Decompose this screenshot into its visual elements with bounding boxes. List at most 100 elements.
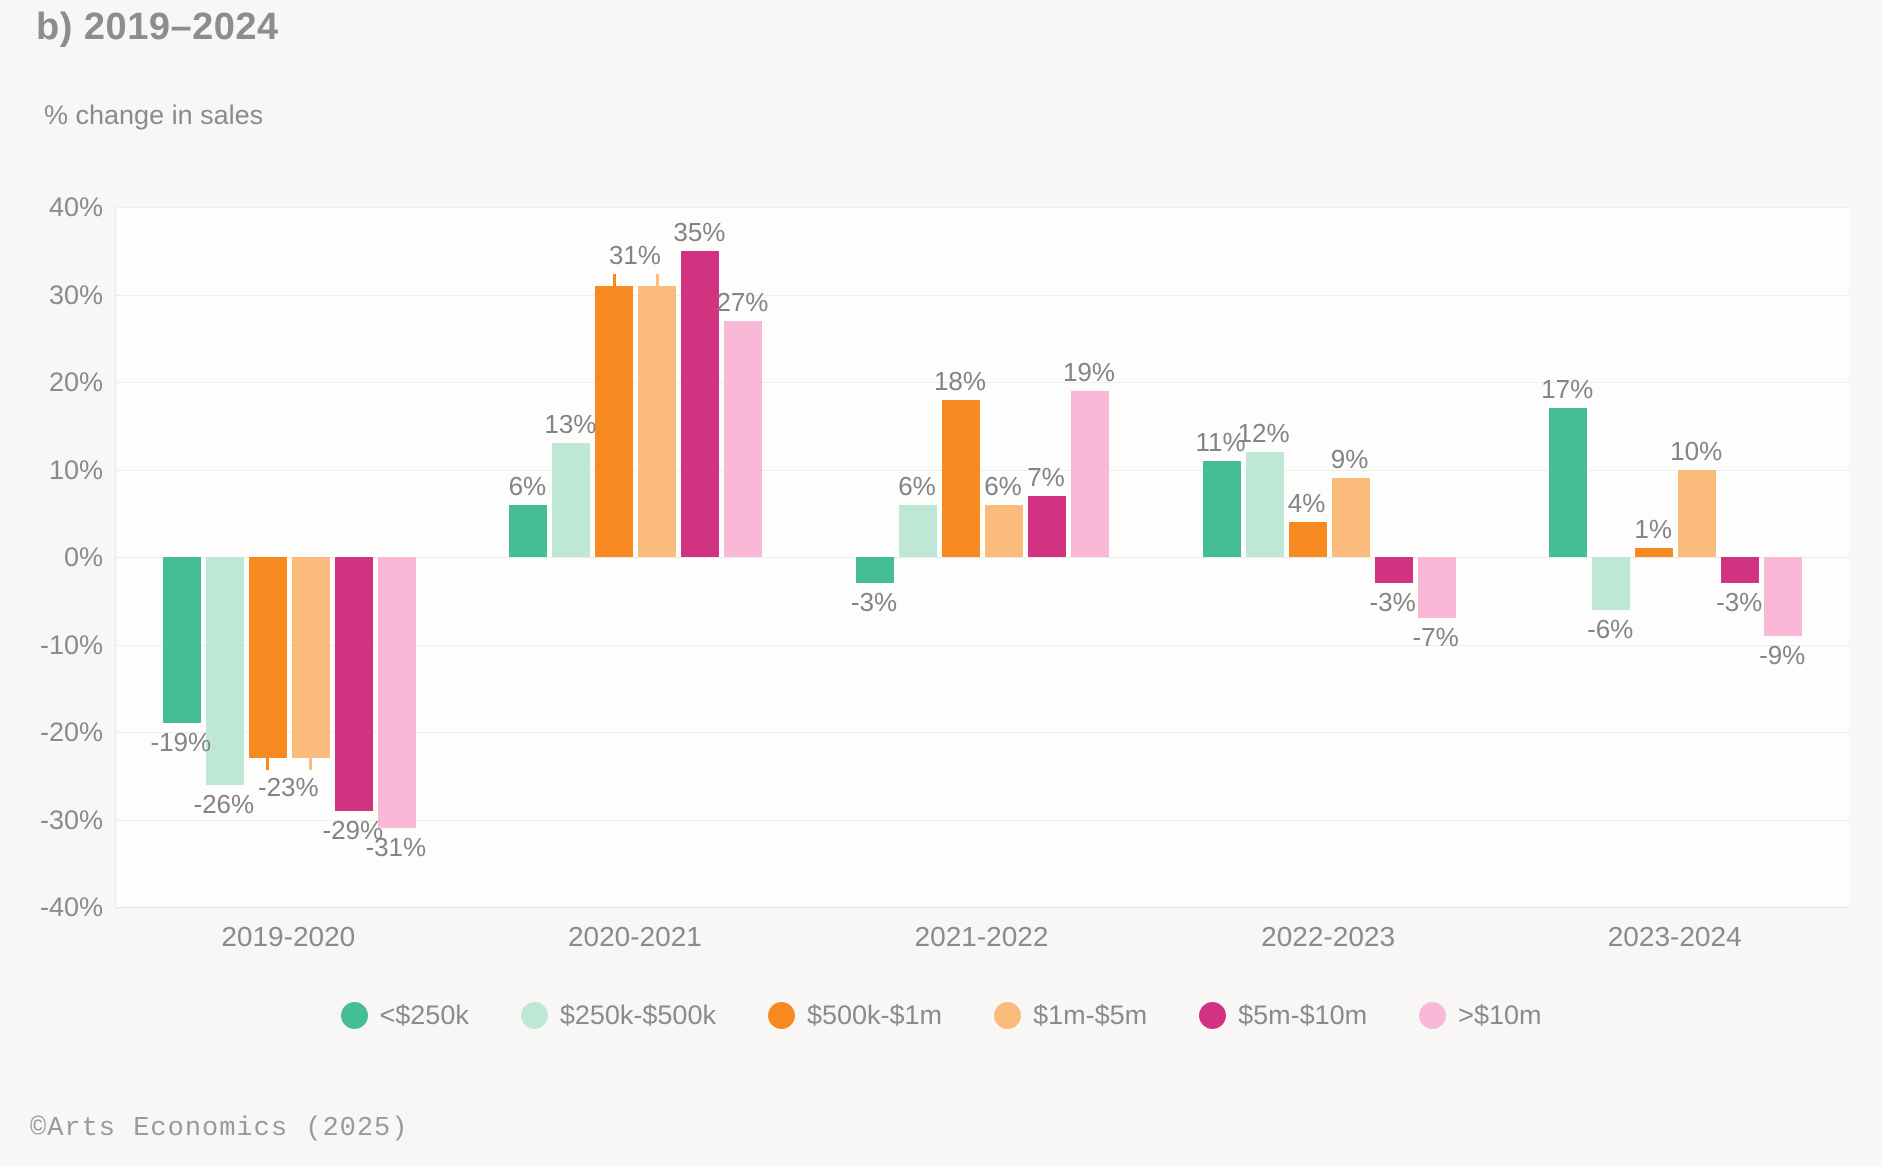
value-label: 17% xyxy=(1541,374,1594,405)
bar-$500k-$1m-2019-2020 xyxy=(248,557,287,759)
bar-$500k-$1m-2023-2024 xyxy=(1635,548,1674,557)
legend-item-<$250k: <$250k xyxy=(340,1000,469,1031)
bar-$500k-$1m-2022-2023 xyxy=(1288,522,1327,557)
legend-item-$250k-$500k: $250k-$500k xyxy=(520,1000,716,1031)
legend-swatch-icon xyxy=(1199,1002,1227,1029)
bar->$10m-2023-2024 xyxy=(1764,557,1803,636)
gridline xyxy=(116,294,1849,296)
value-label: -3% xyxy=(1369,587,1416,618)
y-tick-label: -40% xyxy=(39,892,103,922)
gridline xyxy=(116,644,1849,646)
legend: <$250k $250k-$500k $500k-$1m $1m-$5m $5m-$10… xyxy=(0,1000,1882,1031)
bar-<$250k-2019-2020 xyxy=(162,557,201,724)
y-tick-label: 20% xyxy=(48,367,103,397)
y-tick-label: -20% xyxy=(39,717,103,747)
x-category-label: 2019-2020 xyxy=(221,921,356,952)
value-label-shared: 31% xyxy=(608,239,661,270)
bar-$1m-$5m-2021-2022 xyxy=(985,504,1023,557)
bar-$1m-$5m-2022-2023 xyxy=(1331,478,1370,557)
bar-$250k-$500k-2023-2024 xyxy=(1592,557,1631,610)
plot-area xyxy=(115,207,1849,908)
value-label: -3% xyxy=(850,587,898,618)
legend-item-label: >$10m xyxy=(1458,1000,1542,1030)
gridline xyxy=(116,732,1849,733)
value-label: 27% xyxy=(716,286,769,317)
bar-$5m-$10m-2023-2024 xyxy=(1721,557,1760,584)
value-label: 6% xyxy=(984,470,1022,501)
legend-swatch-icon xyxy=(767,1002,795,1029)
value-label: 4% xyxy=(1287,488,1326,518)
x-category-label: 2022-2023 xyxy=(1261,921,1396,952)
copyright-text: ©Arts Economics (2025) xyxy=(30,1114,409,1144)
legend-item-$1m-$5m: $1m-$5m xyxy=(994,1000,1147,1031)
value-label: 6% xyxy=(508,470,547,501)
x-category-label: 2021-2022 xyxy=(914,921,1049,952)
bar-$500k-$1m-2021-2022 xyxy=(942,399,980,557)
bar->$10m-2020-2021 xyxy=(724,320,763,557)
value-label: 11% xyxy=(1195,426,1246,457)
value-label: -7% xyxy=(1412,622,1459,653)
value-label-shared: -23% xyxy=(257,772,319,803)
y-tick-label: 10% xyxy=(48,454,103,485)
gridline xyxy=(116,557,1849,558)
bar->$10m-2019-2020 xyxy=(377,557,416,829)
label-leader-tick xyxy=(655,273,659,286)
value-label: -19% xyxy=(150,727,212,758)
x-category-label: 2020-2021 xyxy=(567,921,702,952)
x-category-label: 2023-2024 xyxy=(1607,921,1742,952)
gridline xyxy=(116,207,1849,208)
legend-item-label: $5m-$10m xyxy=(1238,1000,1368,1030)
y-tick-label: -10% xyxy=(39,629,103,660)
bar-<$250k-2020-2021 xyxy=(509,504,548,557)
legend-swatch-icon xyxy=(340,1002,368,1029)
value-label: 10% xyxy=(1670,435,1723,466)
label-leader-tick xyxy=(266,758,270,771)
value-label: -29% xyxy=(322,814,384,845)
bar-$5m-$10m-2021-2022 xyxy=(1028,495,1066,557)
gridline xyxy=(116,382,1849,383)
value-label: 13% xyxy=(544,409,597,440)
gridline xyxy=(116,469,1849,471)
value-label: -9% xyxy=(1759,639,1806,670)
bar-$250k-$500k-2022-2023 xyxy=(1245,452,1284,557)
legend-item->$10m: >$10m xyxy=(1419,1000,1541,1031)
bar-<$250k-2023-2024 xyxy=(1549,408,1588,557)
bar-<$250k-2022-2023 xyxy=(1202,460,1241,557)
value-label: 35% xyxy=(673,216,726,247)
value-label: 18% xyxy=(933,365,987,396)
bar-$1m-$5m-2023-2024 xyxy=(1678,469,1717,557)
chart-title: b) 2019–2024 xyxy=(36,6,279,48)
bar-$500k-$1m-2020-2021 xyxy=(595,285,634,557)
legend-item-$500k-$1m: $500k-$1m xyxy=(767,1000,943,1031)
value-label: -6% xyxy=(1587,613,1634,644)
bar-$250k-$500k-2019-2020 xyxy=(205,557,244,785)
bar-$250k-$500k-2021-2022 xyxy=(899,504,937,557)
y-tick-label: 40% xyxy=(48,192,103,222)
value-label: 6% xyxy=(898,470,936,501)
value-label: 1% xyxy=(1634,514,1672,545)
gridline xyxy=(116,819,1849,821)
value-label: 7% xyxy=(1027,461,1065,492)
label-leader-tick xyxy=(612,273,616,286)
legend-item-$5m-$10m: $5m-$10m xyxy=(1199,1000,1367,1031)
legend-item-label: $500k-$1m xyxy=(806,1000,943,1030)
value-label: -31% xyxy=(365,832,427,863)
legend-item-label: $250k-$500k xyxy=(559,1000,716,1030)
legend-swatch-icon xyxy=(520,1002,548,1029)
bar-$1m-$5m-2020-2021 xyxy=(638,285,677,557)
y-axis-title: % change in sales xyxy=(44,100,264,130)
y-tick-label: -30% xyxy=(39,804,103,835)
bar->$10m-2022-2023 xyxy=(1417,557,1456,619)
value-label: 12% xyxy=(1237,418,1290,448)
legend-swatch-icon xyxy=(1419,1002,1447,1029)
bar-$250k-$500k-2020-2021 xyxy=(552,443,591,557)
bar->$10m-2021-2022 xyxy=(1071,390,1109,557)
y-tick-label: 0% xyxy=(63,542,103,572)
bar-$5m-$10m-2019-2020 xyxy=(334,557,373,811)
y-tick-label: 30% xyxy=(48,279,103,310)
legend-swatch-icon xyxy=(994,1002,1022,1029)
value-label: -26% xyxy=(193,788,255,819)
legend-item-label: <$250k xyxy=(379,1000,469,1030)
bar-$5m-$10m-2020-2021 xyxy=(681,250,720,557)
